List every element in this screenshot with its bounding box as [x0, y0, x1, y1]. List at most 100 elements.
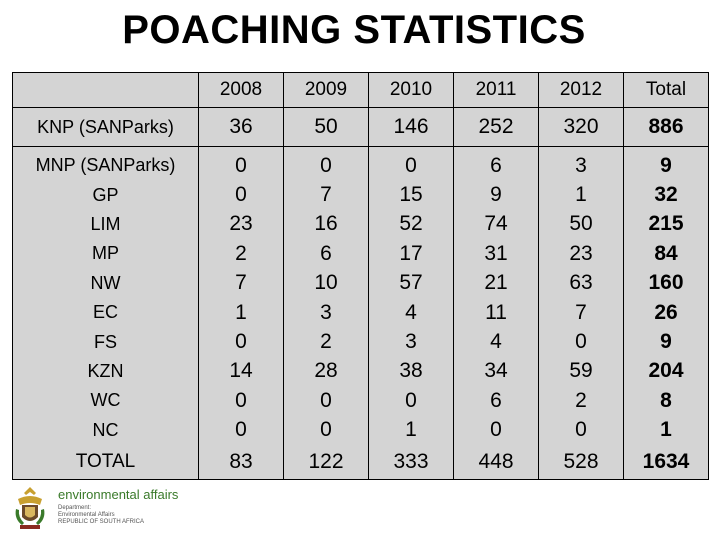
poaching-statistics-table: 2008 2009 2010 2011 2012 Total KNP (SANP…: [12, 72, 709, 480]
table-cell: 122: [283, 444, 369, 480]
table-cell: 14: [198, 356, 284, 387]
table-cell: 0: [538, 327, 624, 357]
table-cell: 252: [453, 107, 539, 147]
logo-subtitle-line3: REPUBLIC OF SOUTH AFRICA: [58, 519, 145, 525]
table-cell: 2: [283, 327, 369, 357]
table-cell: 0: [198, 180, 284, 210]
department-logo: environmental affairs Department: Enviro…: [6, 483, 206, 535]
logo-subtitle-line1: Department:: [58, 505, 92, 511]
table-cell: 0: [453, 415, 539, 445]
table-cell: 63: [538, 268, 624, 298]
table-cell: 15: [368, 180, 454, 210]
row-total-cell: 32: [623, 180, 709, 210]
table-cell: 23: [538, 239, 624, 269]
table-cell: 1: [198, 297, 284, 328]
table-cell: 10: [283, 268, 369, 298]
table-cell: 0: [283, 386, 369, 416]
table-cell: 7: [538, 297, 624, 328]
table-cell: 3: [538, 146, 624, 181]
header-cell-2011: 2011: [453, 72, 539, 108]
table-cell: 9: [453, 180, 539, 210]
row-total-cell: 1634: [623, 444, 709, 480]
row-label: KNP (SANParks): [12, 107, 199, 147]
table-cell: 59: [538, 356, 624, 387]
table-row: MNP (SANParks) 0 0 0 6 3 9: [12, 146, 709, 181]
table-cell: 16: [283, 209, 369, 240]
table-row: NW 7 10 57 21 63 160: [12, 268, 709, 298]
row-label: KZN: [12, 356, 199, 387]
table-row: WC 0 0 0 6 2 8: [12, 386, 709, 416]
table-row: LIM 23 16 52 74 50 215: [12, 209, 709, 240]
table-cell: 0: [198, 415, 284, 445]
table-cell: 7: [283, 180, 369, 210]
row-label: WC: [12, 386, 199, 416]
table-cell: 3: [368, 327, 454, 357]
row-label: TOTAL: [12, 444, 199, 480]
table-cell: 50: [538, 209, 624, 240]
table-cell: 31: [453, 239, 539, 269]
row-total-cell: 84: [623, 239, 709, 269]
table-cell: 52: [368, 209, 454, 240]
row-total-cell: 9: [623, 327, 709, 357]
row-label: GP: [12, 180, 199, 210]
row-total-cell: 160: [623, 268, 709, 298]
table-cell: 23: [198, 209, 284, 240]
table-cell: 11: [453, 297, 539, 328]
row-label: FS: [12, 327, 199, 357]
header-cell-2010: 2010: [368, 72, 454, 108]
table-row: NC 0 0 1 0 0 1: [12, 415, 709, 445]
row-label: EC: [12, 297, 199, 328]
table-cell: 50: [283, 107, 369, 147]
header-cell-2008: 2008: [198, 72, 284, 108]
row-label: NC: [12, 415, 199, 445]
row-total-cell: 886: [623, 107, 709, 147]
table-row: GP 0 7 15 9 1 32: [12, 180, 709, 210]
row-total-cell: 1: [623, 415, 709, 445]
table-cell: 333: [368, 444, 454, 480]
table-cell: 448: [453, 444, 539, 480]
table-cell: 6: [453, 386, 539, 416]
row-label: LIM: [12, 209, 199, 240]
logo-subtitle-line2: Environmental Affairs: [58, 512, 115, 518]
header-cell-2009: 2009: [283, 72, 369, 108]
table-cell: 2: [198, 239, 284, 269]
table-cell: 0: [368, 386, 454, 416]
table-cell: 57: [368, 268, 454, 298]
table-cell: 83: [198, 444, 284, 480]
row-total-cell: 215: [623, 209, 709, 240]
table-cell: 28: [283, 356, 369, 387]
table-cell: 0: [538, 415, 624, 445]
table-cell: 0: [198, 386, 284, 416]
table-cell: 7: [198, 268, 284, 298]
table-cell: 0: [198, 146, 284, 181]
header-row: 2008 2009 2010 2011 2012 Total: [12, 72, 709, 108]
row-total-cell: 26: [623, 297, 709, 328]
table-cell: 0: [368, 146, 454, 181]
page-title: POACHING STATISTICS: [122, 8, 586, 52]
table-cell: 3: [283, 297, 369, 328]
table-cell: 6: [453, 146, 539, 181]
table-cell: 4: [368, 297, 454, 328]
table-row: MP 2 6 17 31 23 84: [12, 239, 709, 269]
table-cell: 1: [368, 415, 454, 445]
table-cell: 4: [453, 327, 539, 357]
table-cell: 1: [538, 180, 624, 210]
table-cell: 146: [368, 107, 454, 147]
header-cell-total: Total: [623, 72, 709, 108]
row-total-cell: 9: [623, 146, 709, 181]
table-cell: 36: [198, 107, 284, 147]
logo-subtitle: Department: Environmental Affairs REPUBL…: [58, 505, 144, 526]
table-cell: 2: [538, 386, 624, 416]
logo-title: environmental affairs: [58, 487, 179, 502]
table-row: KNP (SANParks) 36 50 146 252 320 886: [12, 107, 709, 147]
table-cell: 38: [368, 356, 454, 387]
table-cell: 21: [453, 268, 539, 298]
coat-of-arms-icon: [15, 487, 45, 529]
row-total-cell: 204: [623, 356, 709, 387]
row-label: MP: [12, 239, 199, 269]
table-row: FS 0 2 3 4 0 9: [12, 327, 709, 357]
row-label: NW: [12, 268, 199, 298]
row-total-cell: 8: [623, 386, 709, 416]
table-cell: 528: [538, 444, 624, 480]
table-cell: 34: [453, 356, 539, 387]
